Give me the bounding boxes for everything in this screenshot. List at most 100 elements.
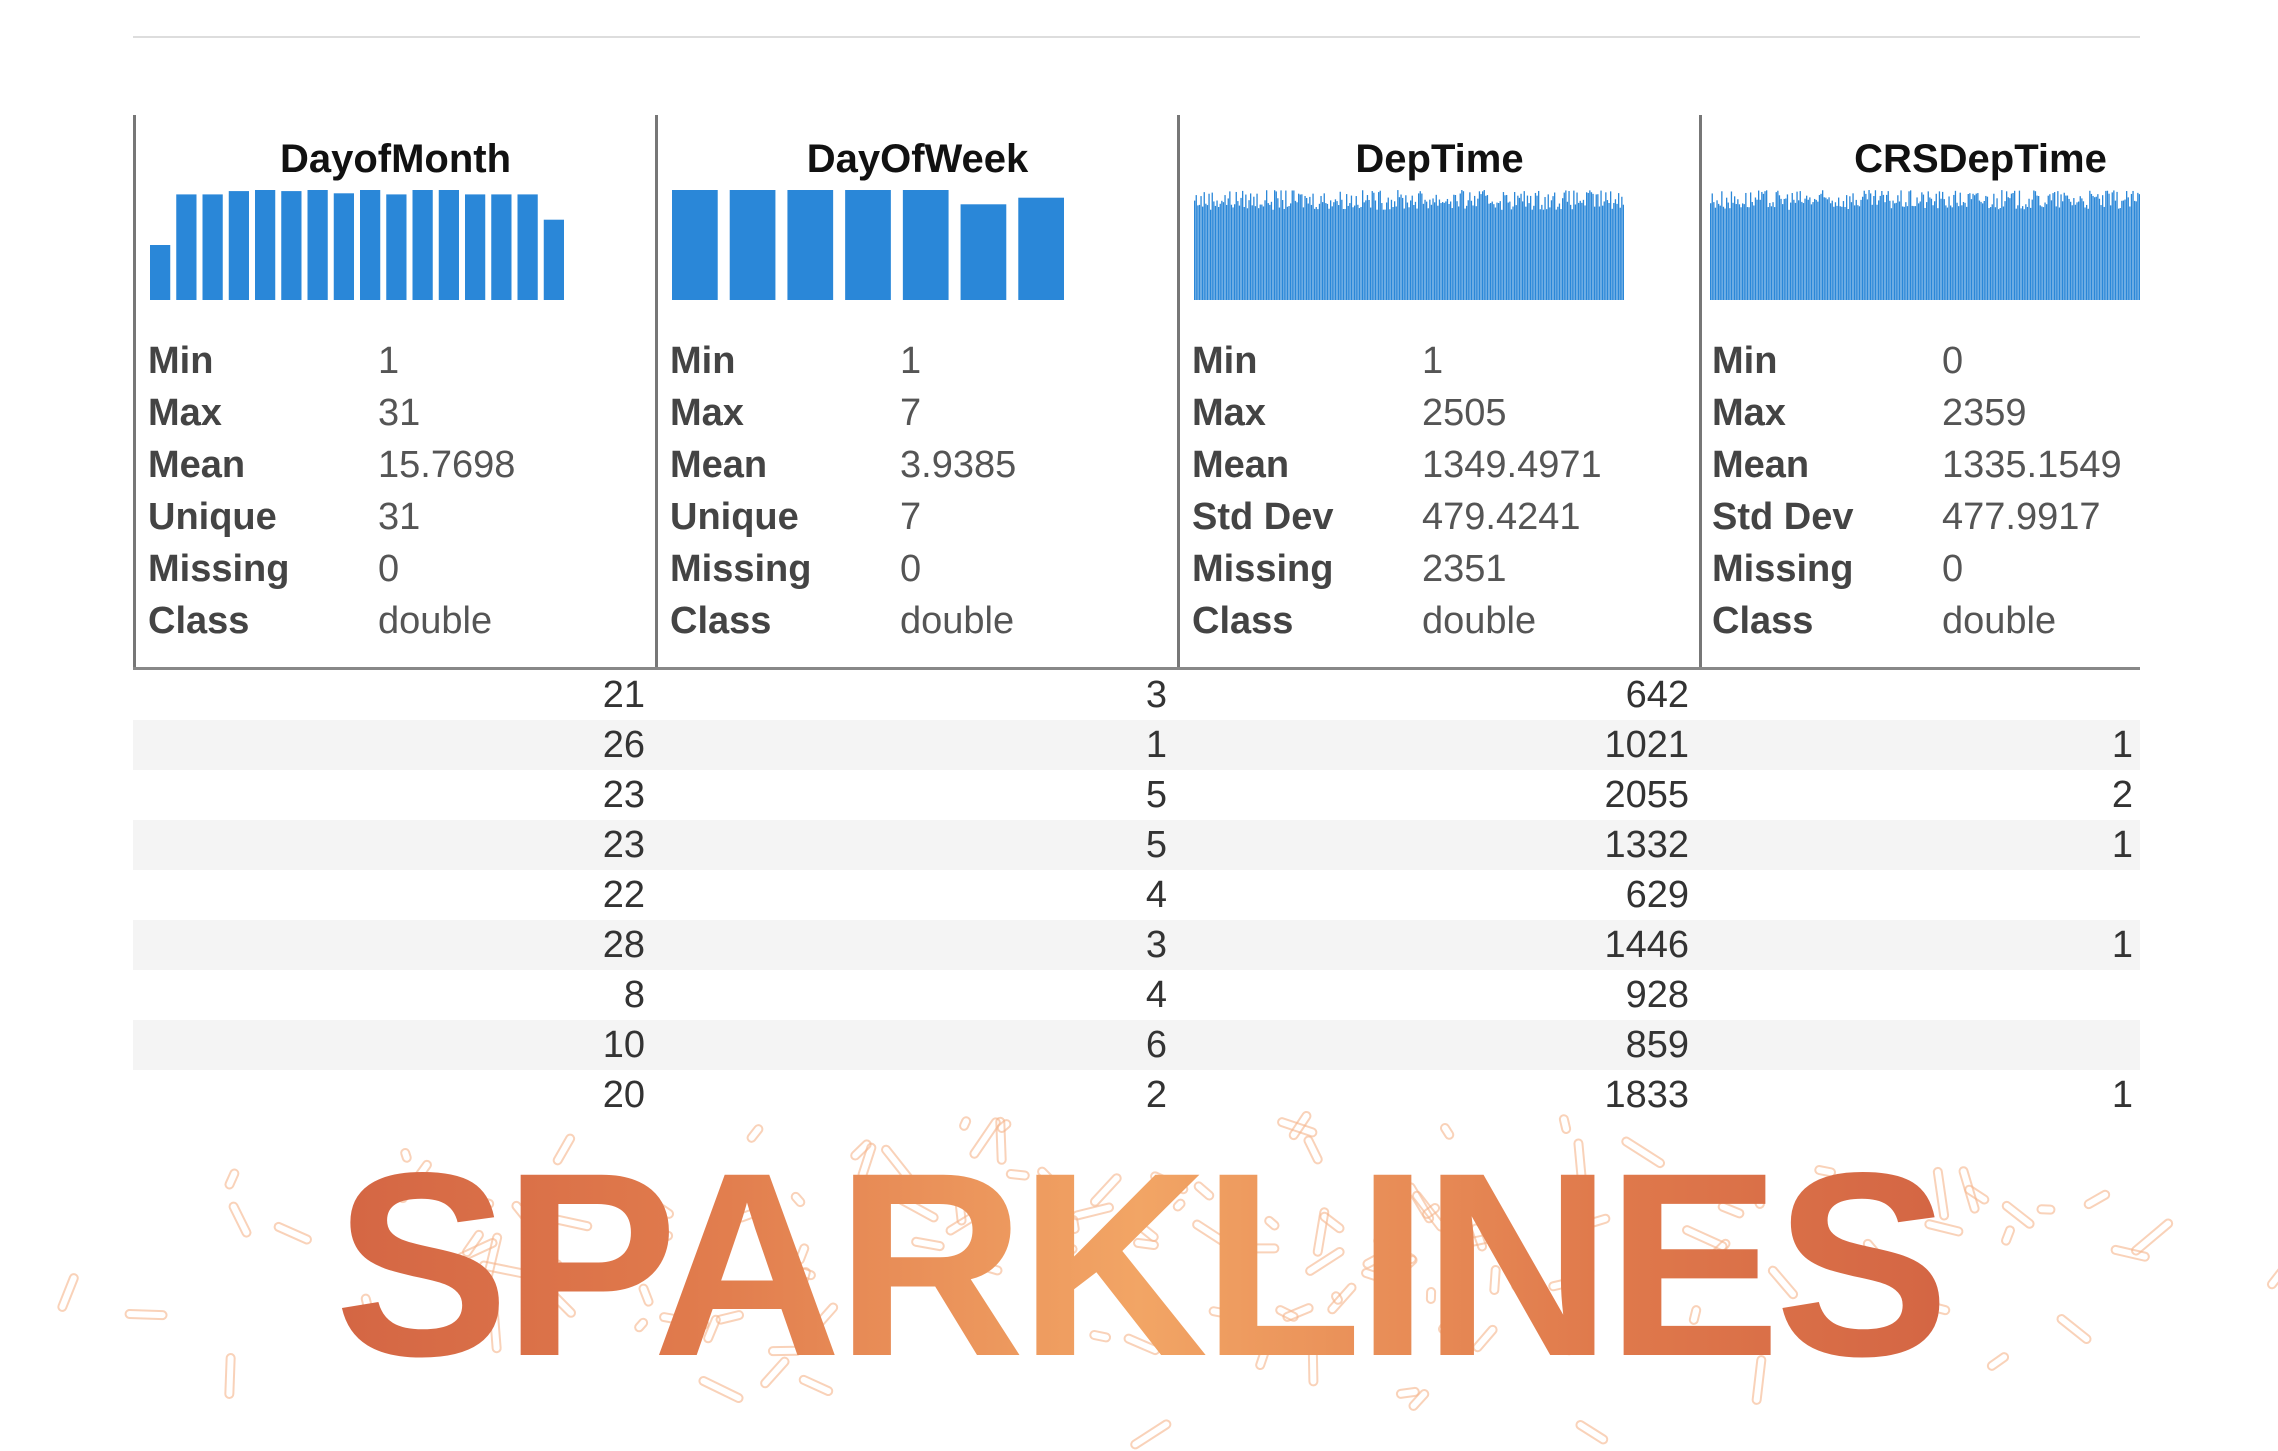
stat-value: double — [1942, 600, 2057, 642]
stat-label: Max — [148, 392, 222, 434]
table-row[interactable]: 23 5 1332 1 — [133, 820, 2140, 870]
histogram-bar — [1509, 201, 1511, 300]
histogram-bar — [1195, 195, 1197, 300]
histogram-bar — [333, 193, 354, 300]
histogram-bar — [1539, 209, 1541, 300]
histogram-bar — [2026, 206, 2029, 300]
table-row[interactable]: 22 4 629 — [133, 870, 2140, 920]
stat-value: 0 — [378, 548, 400, 590]
histogram-bar — [1586, 192, 1588, 300]
histogram-bar — [1390, 199, 1393, 300]
table-cell: 1446 — [1604, 924, 1689, 966]
histogram-bar — [1280, 190, 1282, 300]
histogram-bar — [1622, 204, 1624, 300]
column-header-dayofmonth[interactable]: DayofMonth Min 1 Max 31 Mean 15.7698 Unique 31 Mi… — [133, 115, 655, 667]
histogram-bar — [1991, 204, 1993, 300]
histogram-bar — [1456, 201, 1458, 300]
histogram-bar — [412, 190, 433, 300]
stat-value: 31 — [378, 392, 421, 434]
histogram-bar — [1950, 205, 1952, 300]
histogram-bar — [2046, 204, 2048, 300]
histogram-bar — [1762, 193, 1765, 300]
histogram-bar — [1507, 202, 1509, 300]
histogram-bar — [1570, 204, 1572, 300]
histogram-bar — [1454, 194, 1457, 300]
table-row[interactable]: 28 3 1446 1 — [133, 920, 2140, 970]
stat-label: Unique — [148, 496, 277, 538]
histogram-bar — [1849, 196, 1851, 300]
histogram-bar — [1887, 191, 1889, 300]
histogram-bar — [1382, 209, 1385, 300]
column-header-dayofweek[interactable]: DayOfWeek Min 1 Max 7 Mean 3.9385 Unique 7 Missin… — [655, 115, 1177, 667]
histogram-bar — [1783, 198, 1785, 300]
histogram-bar — [1834, 202, 1837, 300]
column-header-crsdeptime[interactable]: CRSDepTime Min 0 Max 2359 Mean 1335.1549 Std De… — [1699, 115, 2140, 667]
histogram-bar — [1714, 207, 1717, 300]
histogram-bar — [1482, 191, 1484, 300]
histogram-bar — [1394, 201, 1396, 300]
histogram-bar — [845, 190, 891, 300]
histogram-bar — [1430, 204, 1433, 300]
histogram-bar — [1526, 195, 1529, 300]
table-cell: 5 — [1145, 824, 1167, 866]
histogram-bar — [2081, 198, 2083, 300]
histogram-bar — [1246, 208, 1249, 300]
histogram-bar — [1858, 206, 1861, 300]
histogram-bar — [1898, 201, 1901, 300]
table-cell: 3 — [1145, 924, 1167, 966]
histogram-bar — [1219, 203, 1221, 300]
histogram-bar — [1018, 197, 1064, 300]
table-cell: 2055 — [1604, 774, 1689, 816]
histogram-bar — [1579, 200, 1581, 300]
histogram-bar — [1328, 208, 1330, 300]
stat-value: 31 — [378, 496, 421, 538]
histogram-bar — [1400, 194, 1402, 300]
table-row[interactable]: 10 6 859 — [133, 1020, 2140, 1070]
histogram-bar — [1370, 207, 1372, 300]
histogram-bar — [1754, 197, 1757, 300]
table-row[interactable]: 8 4 928 — [133, 970, 2140, 1020]
histogram-bar — [1905, 202, 1907, 300]
histogram-bar — [1480, 194, 1482, 300]
histogram-bar — [1782, 204, 1784, 300]
table-row[interactable]: 26 1 1021 1 — [133, 720, 2140, 770]
table-row[interactable]: 20 2 1833 1 — [133, 1070, 2140, 1120]
histogram-bar — [672, 190, 718, 300]
histogram-bar — [1780, 198, 1782, 300]
histogram-bar — [1759, 199, 1761, 300]
histogram-bar — [1969, 193, 1971, 300]
histogram-bar — [1770, 206, 1773, 300]
histogram-bar — [1363, 202, 1365, 300]
histogram-bar — [1504, 195, 1506, 300]
histogram-bar — [1406, 202, 1409, 300]
histogram-bar — [1942, 191, 1944, 300]
histogram-bar — [1227, 198, 1229, 300]
histogram-bar — [1499, 201, 1501, 300]
histogram-bar — [1993, 193, 1995, 300]
histogram-bar — [1326, 203, 1329, 300]
histogram-bar — [1970, 199, 1973, 300]
histogram-bar — [1378, 192, 1380, 300]
stat-label: Std Dev — [1712, 496, 1854, 538]
histogram-bar — [1854, 205, 1856, 300]
histogram-bar — [1347, 205, 1349, 300]
histogram-bar — [1884, 202, 1886, 300]
table-row[interactable]: 21 3 642 — [133, 670, 2140, 720]
histogram-bar — [1211, 192, 1213, 300]
table-row[interactable]: 23 5 2055 2 — [133, 770, 2140, 820]
column-title: DayOfWeek — [806, 137, 1029, 181]
histogram-bar — [1982, 203, 1984, 300]
histogram-bar — [1743, 204, 1745, 300]
histogram-bar — [2108, 193, 2110, 300]
histogram-bar — [1461, 190, 1463, 300]
histogram-bar — [1392, 207, 1394, 300]
histogram-bar — [1403, 208, 1405, 300]
histogram-bar — [1881, 191, 1883, 300]
histogram-bar — [2071, 205, 2073, 300]
column-header-deptime[interactable]: DepTime Min 1 Max 2505 Mean 1349.4971 Std Dev 47… — [1177, 115, 1699, 667]
stat-label: Missing — [1712, 548, 1854, 590]
histogram-bar — [1389, 209, 1391, 300]
histogram-bar — [1282, 200, 1284, 300]
histogram-bar — [1320, 195, 1322, 300]
histogram-bar — [1448, 203, 1450, 300]
